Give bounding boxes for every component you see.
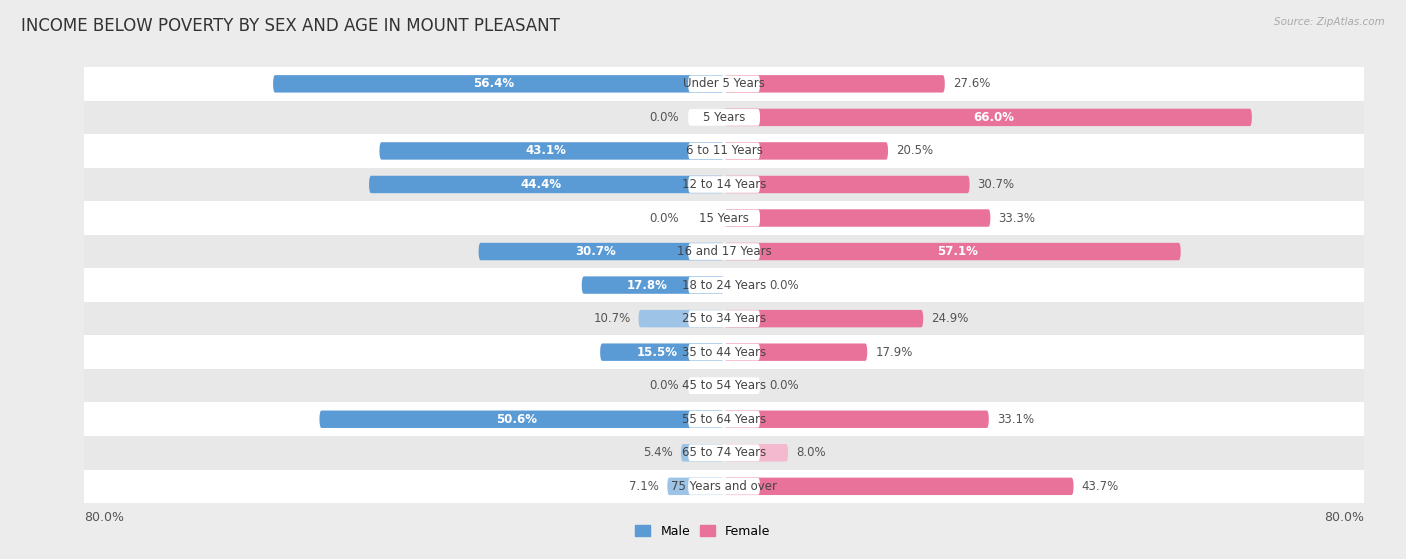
Text: 5.4%: 5.4% (643, 446, 673, 459)
Text: 80.0%: 80.0% (84, 510, 124, 524)
Text: 44.4%: 44.4% (520, 178, 562, 191)
FancyBboxPatch shape (688, 344, 761, 361)
FancyBboxPatch shape (380, 142, 724, 160)
Text: 75 Years and over: 75 Years and over (671, 480, 778, 493)
Text: 0.0%: 0.0% (650, 379, 679, 392)
Text: Under 5 Years: Under 5 Years (683, 77, 765, 91)
Text: 30.7%: 30.7% (575, 245, 616, 258)
FancyBboxPatch shape (688, 243, 761, 260)
FancyBboxPatch shape (724, 343, 868, 361)
Text: 45 to 54 Years: 45 to 54 Years (682, 379, 766, 392)
Text: 8.0%: 8.0% (796, 446, 825, 459)
Text: 55 to 64 Years: 55 to 64 Years (682, 413, 766, 426)
Text: 10.7%: 10.7% (593, 312, 630, 325)
FancyBboxPatch shape (84, 201, 1364, 235)
Text: 16 and 17 Years: 16 and 17 Years (676, 245, 772, 258)
FancyBboxPatch shape (638, 310, 724, 328)
FancyBboxPatch shape (721, 377, 724, 395)
FancyBboxPatch shape (688, 109, 761, 126)
FancyBboxPatch shape (273, 75, 724, 93)
FancyBboxPatch shape (724, 209, 990, 227)
Text: 35 to 44 Years: 35 to 44 Years (682, 345, 766, 359)
FancyBboxPatch shape (724, 310, 924, 328)
FancyBboxPatch shape (688, 444, 761, 461)
Text: 0.0%: 0.0% (650, 111, 679, 124)
FancyBboxPatch shape (724, 377, 727, 395)
FancyBboxPatch shape (84, 402, 1364, 436)
Text: 33.3%: 33.3% (998, 211, 1035, 225)
FancyBboxPatch shape (688, 310, 761, 327)
Text: 17.9%: 17.9% (875, 345, 912, 359)
Text: 25 to 34 Years: 25 to 34 Years (682, 312, 766, 325)
FancyBboxPatch shape (84, 335, 1364, 369)
FancyBboxPatch shape (84, 235, 1364, 268)
FancyBboxPatch shape (84, 168, 1364, 201)
FancyBboxPatch shape (84, 101, 1364, 134)
FancyBboxPatch shape (84, 134, 1364, 168)
FancyBboxPatch shape (724, 75, 945, 93)
FancyBboxPatch shape (84, 67, 1364, 101)
Text: 56.4%: 56.4% (472, 77, 513, 91)
Text: 27.6%: 27.6% (953, 77, 990, 91)
FancyBboxPatch shape (724, 142, 889, 160)
FancyBboxPatch shape (688, 377, 761, 394)
Text: 20.5%: 20.5% (896, 144, 934, 158)
FancyBboxPatch shape (688, 277, 761, 293)
FancyBboxPatch shape (84, 436, 1364, 470)
FancyBboxPatch shape (688, 210, 761, 226)
Text: 50.6%: 50.6% (496, 413, 537, 426)
FancyBboxPatch shape (681, 444, 724, 462)
FancyBboxPatch shape (724, 276, 727, 294)
FancyBboxPatch shape (724, 477, 1074, 495)
FancyBboxPatch shape (84, 369, 1364, 402)
FancyBboxPatch shape (368, 176, 724, 193)
FancyBboxPatch shape (724, 108, 1251, 126)
Text: 5 Years: 5 Years (703, 111, 745, 124)
FancyBboxPatch shape (721, 209, 724, 227)
FancyBboxPatch shape (724, 410, 988, 428)
Text: 15.5%: 15.5% (637, 345, 678, 359)
Text: Source: ZipAtlas.com: Source: ZipAtlas.com (1274, 17, 1385, 27)
Text: 6 to 11 Years: 6 to 11 Years (686, 144, 762, 158)
FancyBboxPatch shape (84, 470, 1364, 503)
Text: 80.0%: 80.0% (1324, 510, 1364, 524)
Text: INCOME BELOW POVERTY BY SEX AND AGE IN MOUNT PLEASANT: INCOME BELOW POVERTY BY SEX AND AGE IN M… (21, 17, 560, 35)
FancyBboxPatch shape (600, 343, 724, 361)
Text: 0.0%: 0.0% (769, 379, 799, 392)
FancyBboxPatch shape (478, 243, 724, 260)
FancyBboxPatch shape (688, 411, 761, 428)
Text: 7.1%: 7.1% (630, 480, 659, 493)
Text: 65 to 74 Years: 65 to 74 Years (682, 446, 766, 459)
FancyBboxPatch shape (668, 477, 724, 495)
Text: 24.9%: 24.9% (931, 312, 969, 325)
Text: 66.0%: 66.0% (973, 111, 1014, 124)
FancyBboxPatch shape (84, 268, 1364, 302)
Text: 15 Years: 15 Years (699, 211, 749, 225)
FancyBboxPatch shape (721, 108, 724, 126)
Text: 43.1%: 43.1% (526, 144, 567, 158)
Text: 33.1%: 33.1% (997, 413, 1033, 426)
Text: 12 to 14 Years: 12 to 14 Years (682, 178, 766, 191)
Legend: Male, Female: Male, Female (630, 519, 776, 543)
FancyBboxPatch shape (319, 410, 724, 428)
FancyBboxPatch shape (688, 176, 761, 193)
Text: 18 to 24 Years: 18 to 24 Years (682, 278, 766, 292)
Text: 17.8%: 17.8% (627, 278, 668, 292)
FancyBboxPatch shape (84, 302, 1364, 335)
Text: 0.0%: 0.0% (650, 211, 679, 225)
FancyBboxPatch shape (724, 444, 787, 462)
Text: 0.0%: 0.0% (769, 278, 799, 292)
Text: 30.7%: 30.7% (977, 178, 1015, 191)
FancyBboxPatch shape (724, 243, 1181, 260)
FancyBboxPatch shape (582, 276, 724, 294)
FancyBboxPatch shape (688, 143, 761, 159)
Text: 57.1%: 57.1% (938, 245, 979, 258)
Text: 43.7%: 43.7% (1081, 480, 1119, 493)
FancyBboxPatch shape (688, 75, 761, 92)
FancyBboxPatch shape (688, 478, 761, 495)
FancyBboxPatch shape (724, 176, 970, 193)
